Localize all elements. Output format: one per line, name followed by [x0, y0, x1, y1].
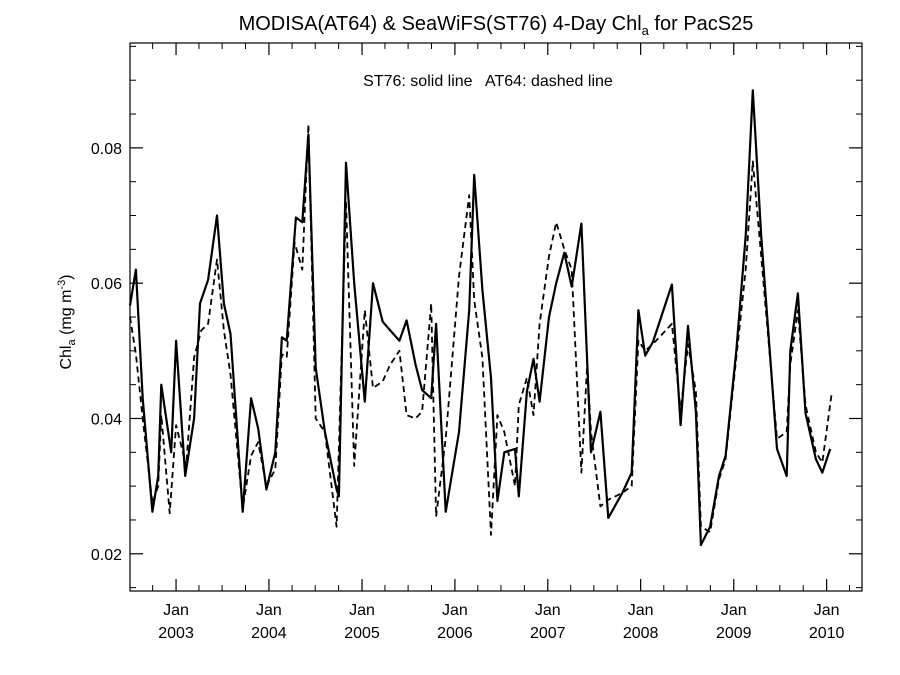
x-tick-month-label: Jan: [163, 602, 189, 619]
x-tick-year-label: 2004: [251, 625, 287, 642]
y-axis-label: Chla (mg m-3): [56, 274, 78, 369]
axis-ticks: 0.02 0.04 0.06 0.08 Jan 2003 Jan 2004 Jan 2005 Jan…: [91, 43, 862, 642]
y-tick-label: 0.02: [91, 547, 122, 564]
x-tick-month-label: Jan: [721, 602, 747, 619]
x-tick-month-label: Jan: [349, 602, 375, 619]
series-line-st76: [128, 89, 832, 547]
y-tick-label: 0.08: [91, 141, 122, 158]
x-tick-year-label: 2008: [623, 625, 659, 642]
plot-area: 0.02 0.04 0.06 0.08 Jan 2003 Jan 2004 Jan 2005 Jan…: [91, 42, 863, 642]
x-tick-month-label: Jan: [442, 602, 468, 619]
x-tick-month-label: Jan: [814, 602, 840, 619]
x-tick-month-label: Jan: [535, 602, 561, 619]
chart-title: MODISA(AT64) & SeaWiFS(ST76) 4-Day Chla …: [239, 13, 754, 38]
x-tick-year-label: 2007: [530, 625, 566, 642]
y-tick-label: 0.06: [91, 276, 122, 293]
x-tick-year-label: 2010: [809, 625, 845, 642]
x-tick-month-label: Jan: [256, 602, 282, 619]
x-tick-year-label: 2006: [437, 625, 473, 642]
x-tick-year-label: 2005: [344, 625, 380, 642]
series-line-at64: [129, 123, 833, 536]
y-tick-label: 0.04: [91, 411, 122, 428]
x-tick-month-label: Jan: [628, 602, 654, 619]
x-tick-year-label: 2009: [716, 625, 752, 642]
series-annotation: ST76: solid line AT64: dashed line: [363, 73, 613, 90]
x-tick-year-label: 2003: [158, 625, 194, 642]
series-layer: [128, 89, 833, 547]
